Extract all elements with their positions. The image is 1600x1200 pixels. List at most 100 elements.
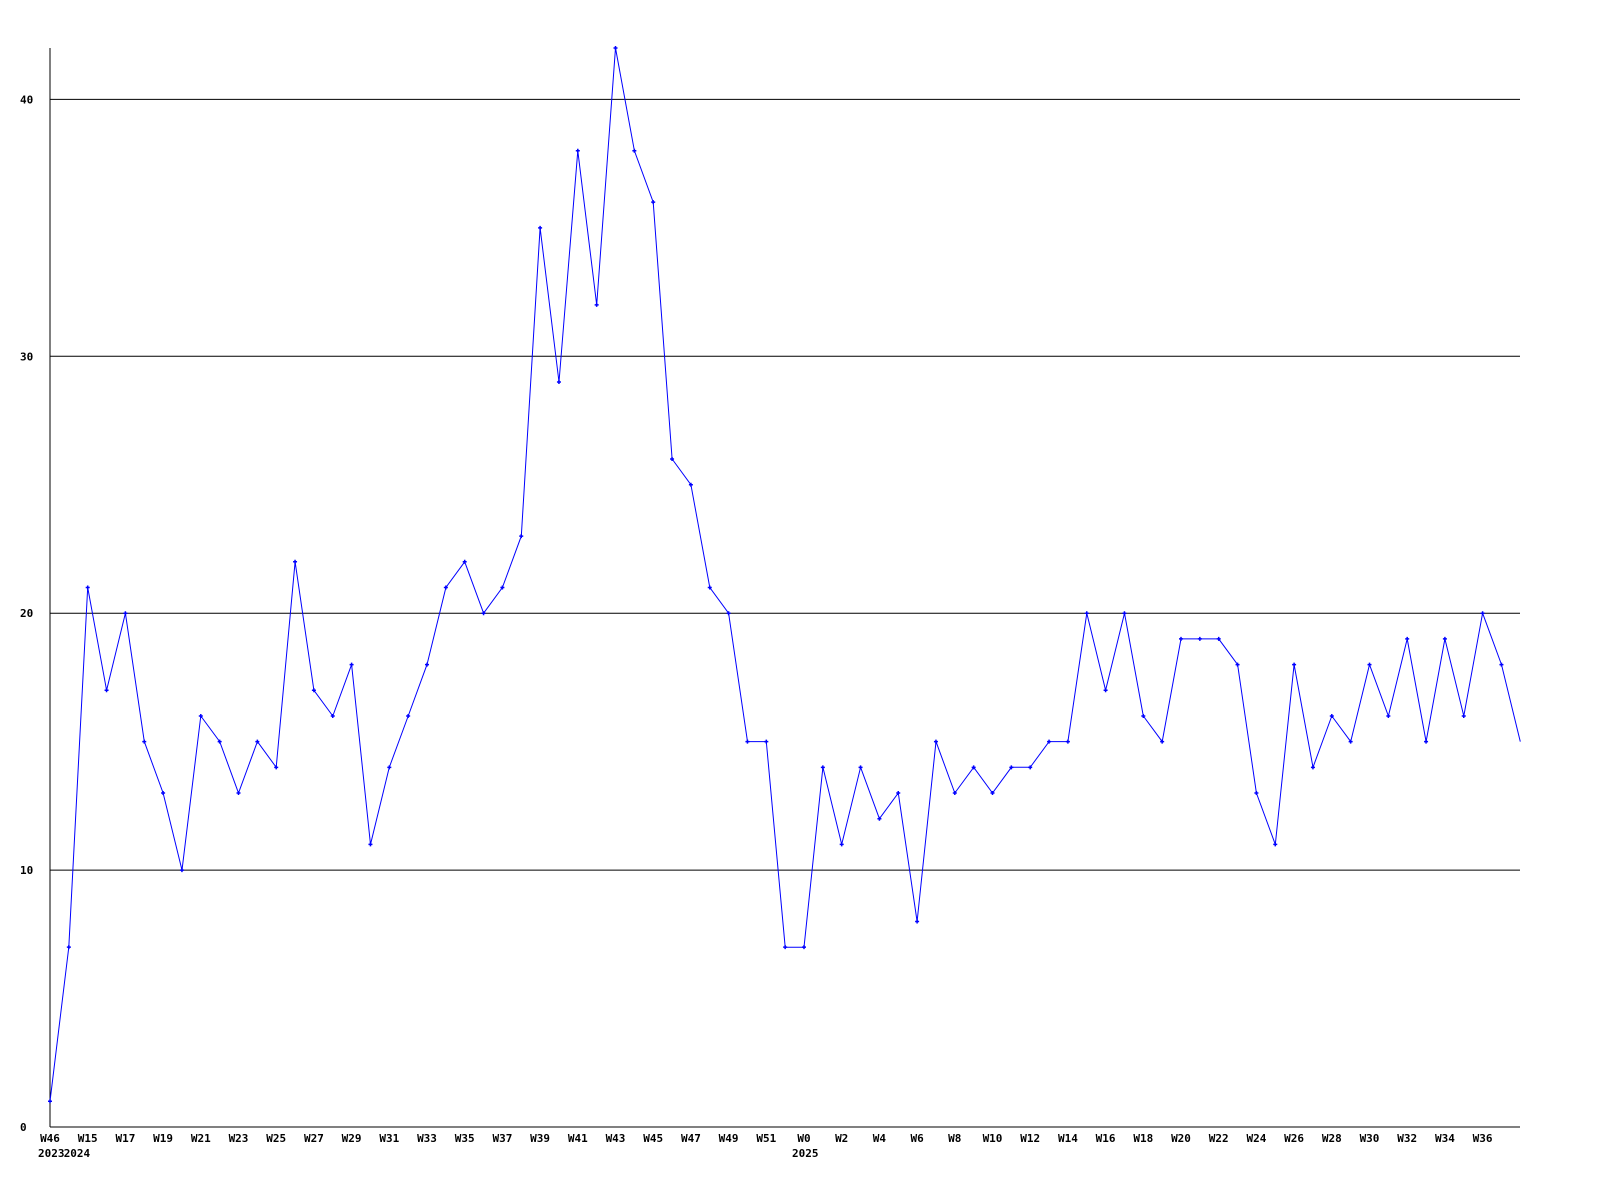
data-point [425,662,429,667]
y-tick-label: 20 [20,607,33,620]
data-point [1160,739,1165,744]
x-tick-year: 2024 [64,1147,91,1160]
x-tick-label: W8 [948,1132,961,1145]
x-tick-label: W45 [643,1132,663,1145]
data-point [839,842,844,847]
data-point [387,765,392,770]
data-point [594,302,599,307]
x-tick-label: W36 [1473,1132,1493,1145]
data-point [368,842,373,847]
x-tick-label: W15 [78,1132,98,1145]
x-tick-label: W14 [1058,1132,1078,1145]
data-point [1065,739,1070,744]
data-point [556,379,561,384]
x-tick-label: W10 [983,1132,1003,1145]
data-point [311,688,316,693]
data-point [1179,636,1183,641]
series-line [48,46,1521,1104]
data-point [632,148,637,153]
x-tick-label: W33 [417,1132,437,1145]
data-point [670,457,675,462]
data-point [48,1099,52,1104]
data-point [349,662,354,667]
data-point [915,919,920,924]
data-point [707,585,712,590]
x-tick-label: W12 [1020,1132,1040,1145]
data-point [820,765,825,770]
x-tick-label: W21 [191,1132,211,1145]
x-tick-label: W49 [719,1132,739,1145]
data-point [236,791,241,796]
x-tick-label: W6 [910,1132,924,1145]
data-point [1028,765,1033,770]
data-point [462,559,467,564]
data-point [1047,739,1052,744]
data-point [1122,611,1127,616]
x-tick-label: W23 [229,1132,249,1145]
data-point [1424,739,1429,744]
x-tick-label: W25 [266,1132,286,1145]
data-point [1386,713,1391,718]
data-point [1348,739,1353,744]
data-point [198,713,203,718]
data-point [726,611,731,616]
data-point [330,713,335,718]
data-point [1405,636,1410,641]
y-tick-label: 10 [20,864,33,877]
data-point [519,534,524,539]
data-point [104,688,109,693]
data-point [1216,636,1221,641]
data-point [745,739,750,744]
data-point [255,739,260,744]
data-point [123,611,128,616]
data-point [802,945,806,950]
data-point [764,739,769,744]
x-tick-label: W22 [1209,1132,1229,1145]
data-point [293,559,298,564]
data-point [179,868,184,873]
data-point [575,148,580,153]
data-point [274,765,279,770]
data-point [877,816,882,821]
x-tick-label: W16 [1096,1132,1116,1145]
x-tick-label: W32 [1397,1132,1417,1145]
data-point [161,791,166,796]
x-axis-ticks: W46 2023 W15 2024 W17 W19 W21 W23 W25 W27 W29 W31 W3… [38,1132,1493,1160]
x-tick-label: W47 [681,1132,701,1145]
x-tick-label: W34 [1435,1132,1455,1145]
data-point [651,200,656,205]
data-point [1141,713,1146,718]
data-point [1442,636,1447,641]
x-tick-year: 2023 [38,1147,65,1160]
x-tick-label: W39 [530,1132,550,1145]
data-point [66,945,71,950]
y-tick-label: 30 [20,350,33,363]
x-tick-label: W0 [797,1132,810,1145]
data-point [933,739,938,744]
x-tick-label: W17 [115,1132,135,1145]
x-tick-label: W29 [342,1132,362,1145]
data-point [481,611,486,616]
x-tick-label: W18 [1133,1132,1153,1145]
x-tick-label: W28 [1322,1132,1342,1145]
data-point [1197,636,1202,641]
x-tick-label: W4 [873,1132,887,1145]
data-point [85,585,90,590]
data-point [858,765,863,770]
x-tick-label: W35 [455,1132,475,1145]
y-tick-label: 40 [20,93,33,106]
data-point [443,585,448,590]
data-point [688,482,693,487]
data-point [1084,611,1089,616]
data-point [1461,713,1466,718]
data-point [1235,662,1240,667]
x-tick-label: W43 [606,1132,626,1145]
x-tick-label: W41 [568,1132,588,1145]
data-point [1254,791,1259,796]
x-tick-label: W51 [756,1132,776,1145]
data-point [1273,842,1278,847]
x-tick-label: W31 [379,1132,399,1145]
gridlines [50,98,1520,871]
x-tick-label: W27 [304,1132,324,1145]
